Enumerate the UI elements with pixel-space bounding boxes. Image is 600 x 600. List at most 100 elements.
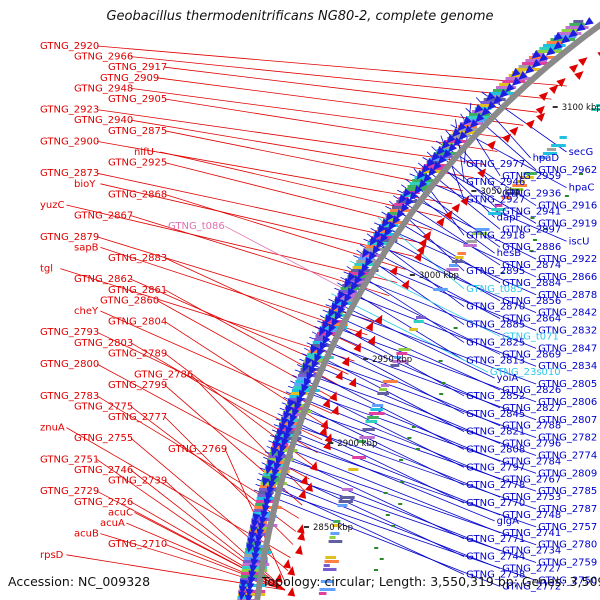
feature-block <box>596 104 600 107</box>
gene-arrow <box>331 317 340 328</box>
feature-block <box>362 428 375 431</box>
leader-line <box>317 320 537 403</box>
gene-arrow <box>400 203 410 213</box>
gene-label: GTNG_2759 <box>538 558 597 569</box>
gene-label: yuzC <box>40 200 65 211</box>
gene-label: GTNG_2959 <box>502 171 561 182</box>
gene-label: GTNG_2897 <box>502 224 561 235</box>
rna-feature <box>579 173 583 175</box>
gene-label: GTNG_2710 <box>108 539 167 550</box>
feature-block <box>403 191 420 194</box>
feature-block <box>379 224 399 227</box>
rna-feature <box>383 492 388 494</box>
gene-arrow <box>453 137 463 147</box>
gene-arrow <box>446 134 456 144</box>
feature-block <box>488 212 503 215</box>
feature-block <box>359 436 375 439</box>
gene-arrow <box>486 92 496 102</box>
gene-label: GTNG_2738 <box>466 569 525 580</box>
genome-backbone <box>254 21 600 600</box>
gene-arrow <box>451 128 461 138</box>
feature-block <box>337 504 348 507</box>
gene-arrow <box>422 231 432 241</box>
feature-block <box>328 540 343 543</box>
gene-arrow <box>365 321 374 332</box>
gene-label: GTNG_2783 <box>40 391 99 402</box>
gene-label: GTNG_2771 <box>466 534 525 545</box>
feature-block <box>332 524 341 527</box>
feature-block <box>256 497 274 500</box>
gene-arrow <box>379 233 389 243</box>
gene-arrow <box>481 107 491 117</box>
gene-arrow <box>451 203 460 213</box>
feature-block <box>273 440 290 443</box>
feature-block <box>319 588 336 591</box>
feature-block <box>253 509 267 512</box>
gene-label: GTNG_2770 <box>466 498 525 509</box>
feature-block <box>551 144 566 147</box>
gene-label: GTNG_2879 <box>40 232 99 243</box>
gene-arrow <box>246 582 255 592</box>
gene-arrow <box>246 543 255 553</box>
rna-feature <box>399 459 404 461</box>
gene-arrow <box>357 269 366 280</box>
feature-block <box>496 86 517 89</box>
leader-line <box>164 98 498 152</box>
leader-line <box>258 473 501 569</box>
gene-label: GTNG_2746 <box>74 465 133 476</box>
gene-arrow <box>340 299 349 310</box>
gene-label: GTNG_2753 <box>502 492 561 503</box>
gene-label: GTNG_2940 <box>74 115 133 126</box>
feature-block <box>460 122 482 125</box>
figure-title: Geobacillus thermodenitrificans NG80-2, … <box>106 9 494 24</box>
gene-arrow <box>505 83 515 93</box>
feature-block <box>242 563 270 566</box>
gene-label: GTNG_2739 <box>108 476 167 487</box>
feature-block <box>330 532 340 535</box>
rna-feature <box>385 514 390 516</box>
gene-arrow <box>337 290 346 301</box>
feature-block <box>416 316 426 319</box>
feature-block <box>379 388 387 391</box>
gene-label: glgA <box>497 516 519 527</box>
leader-line <box>292 375 501 462</box>
leader-line <box>285 391 501 480</box>
gene-arrow <box>296 524 305 534</box>
gene-label: GTNG_2803 <box>74 338 133 349</box>
feature-block <box>240 575 266 578</box>
gene-label: GTNG_2874 <box>502 260 561 271</box>
gene-arrow <box>244 594 253 600</box>
leader-line <box>253 489 501 587</box>
feature-block <box>370 408 384 411</box>
feature-block <box>475 228 490 231</box>
gene-arrow <box>328 308 336 319</box>
feature-block <box>324 560 339 563</box>
leader-line <box>334 287 537 367</box>
feature-block <box>329 308 343 311</box>
feature-block <box>390 364 400 367</box>
tick-mark <box>471 190 477 192</box>
gene-label: GTNG_2977 <box>466 159 525 170</box>
rna-feature <box>400 481 405 483</box>
feature-block <box>295 380 309 383</box>
feature-block <box>333 520 341 523</box>
feature-block <box>339 496 355 499</box>
gene-arrow <box>381 218 390 228</box>
feature-block <box>352 266 367 269</box>
feature-block <box>315 335 327 338</box>
feature-block <box>466 240 477 243</box>
feature-block <box>508 74 527 77</box>
gene-arrow <box>325 314 333 325</box>
feature-block <box>396 352 408 355</box>
gene-arrow <box>416 170 426 180</box>
gene-arrow <box>287 587 296 597</box>
gene-label: GTNG_2729 <box>40 486 99 497</box>
feature-block <box>392 206 406 209</box>
feature-block <box>494 204 503 207</box>
feature-block <box>289 395 300 398</box>
leader-line <box>60 268 355 362</box>
feature-block <box>546 148 557 151</box>
feature-block <box>486 95 504 98</box>
